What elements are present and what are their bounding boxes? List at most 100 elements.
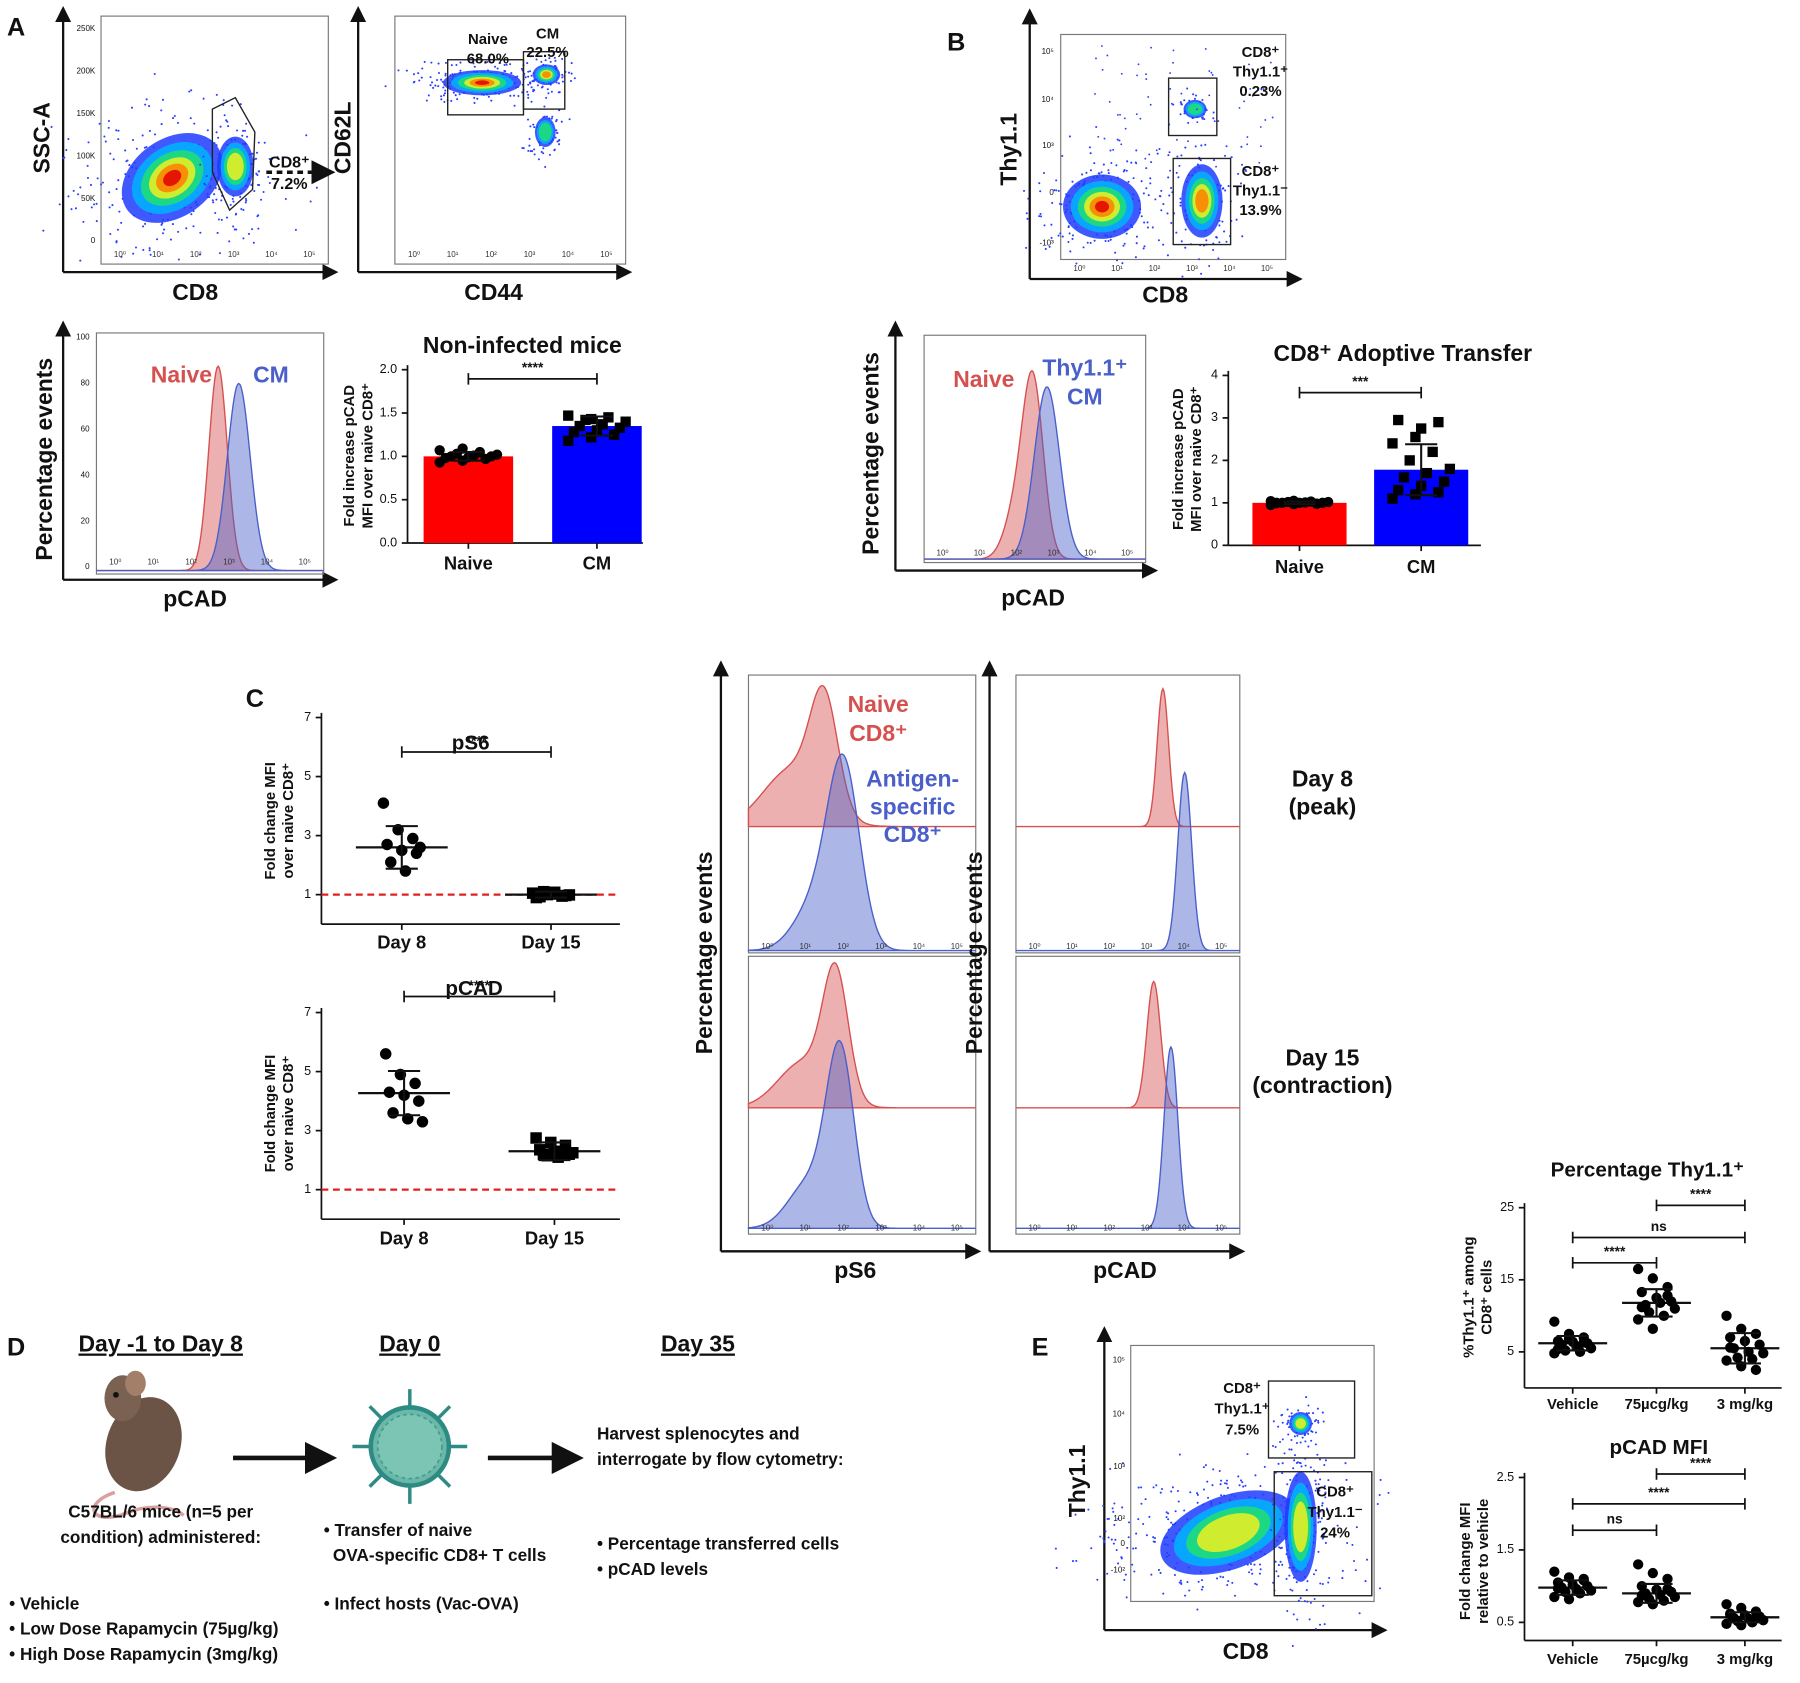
data-point xyxy=(574,420,585,432)
event-dot xyxy=(1317,1550,1320,1553)
event-dot xyxy=(1088,146,1091,149)
event-dot xyxy=(532,123,535,126)
data-point xyxy=(1632,1559,1644,1570)
event-dot xyxy=(215,198,218,201)
event-dot xyxy=(244,197,247,200)
x-tick-label: 10⁰ xyxy=(114,250,126,259)
event-dot xyxy=(219,125,222,128)
data-point xyxy=(1647,1323,1658,1334)
x-tick-label: 10⁵ xyxy=(951,942,963,951)
y-tick-label: 2 xyxy=(1211,453,1218,467)
x-tick-label: 10³ xyxy=(228,250,240,259)
event-dot xyxy=(1086,241,1089,244)
event-dot xyxy=(526,62,529,65)
event-dot xyxy=(527,96,530,99)
event-dot xyxy=(1243,100,1246,103)
x-tick-label: 10² xyxy=(1103,1223,1115,1232)
event-dot xyxy=(1100,45,1103,47)
y-tick-label: 1 xyxy=(304,887,311,901)
event-dot xyxy=(1170,1521,1173,1524)
event-dot xyxy=(125,160,128,163)
event-dot xyxy=(117,129,120,132)
gate-label: CD8⁺ xyxy=(1223,1380,1261,1397)
data-point xyxy=(385,856,397,868)
event-dot xyxy=(1146,221,1149,224)
event-dot xyxy=(444,61,447,64)
event-dot xyxy=(487,95,490,98)
event-dot xyxy=(1068,232,1071,235)
event-dot xyxy=(1167,176,1170,179)
data-point xyxy=(541,1149,553,1162)
data-point xyxy=(530,1132,542,1144)
event-dot xyxy=(1202,1488,1205,1491)
event-dot xyxy=(1026,217,1029,220)
data-point xyxy=(434,445,445,456)
histogram xyxy=(1015,771,1240,952)
event-dot xyxy=(95,202,98,205)
event-dot xyxy=(1296,1618,1299,1621)
event-dot xyxy=(529,125,532,128)
event-dot xyxy=(1140,215,1143,218)
event-dot xyxy=(555,129,558,132)
event-dot xyxy=(1222,187,1225,190)
event-dot xyxy=(1067,240,1070,244)
data-point xyxy=(1549,1566,1560,1577)
event-dot xyxy=(1102,163,1105,166)
event-dot xyxy=(1322,1534,1325,1538)
density-contour xyxy=(475,80,490,85)
event-dot xyxy=(529,82,532,85)
event-dot xyxy=(1233,1594,1237,1597)
data-point xyxy=(1662,1573,1673,1585)
significance-label: **** xyxy=(1690,1187,1712,1202)
event-dot xyxy=(1120,72,1123,75)
event-dot xyxy=(1221,220,1224,223)
event-dot xyxy=(1251,1572,1254,1575)
event-dot xyxy=(444,72,447,75)
event-dot xyxy=(1296,1434,1299,1437)
y-tick-label: 80 xyxy=(81,379,90,388)
event-dot xyxy=(1150,46,1153,49)
event-dot xyxy=(561,76,564,79)
event-dot xyxy=(1220,1494,1223,1497)
panel-letter: E xyxy=(1032,1334,1049,1362)
event-dot xyxy=(430,81,434,84)
event-dot xyxy=(443,92,446,95)
event-dot xyxy=(459,61,462,64)
event-dot xyxy=(1250,1568,1253,1571)
event-dot xyxy=(487,56,490,59)
density-contour xyxy=(1197,1513,1260,1553)
event-dot xyxy=(1238,1484,1241,1487)
event-dot xyxy=(225,216,228,219)
event-dot xyxy=(1310,1439,1313,1442)
event-dot xyxy=(1179,197,1182,200)
event-dot xyxy=(548,153,551,156)
event-dot xyxy=(1085,171,1088,174)
event-dot xyxy=(231,104,234,107)
event-dot xyxy=(1269,61,1272,64)
event-dot xyxy=(115,240,118,243)
event-dot xyxy=(1325,1507,1328,1510)
event-dot xyxy=(569,79,572,82)
error-bar xyxy=(1640,1288,1673,1318)
event-dot xyxy=(1110,161,1113,165)
axis-title: Percentage events xyxy=(31,358,57,561)
step-heading: Day 35 xyxy=(661,1331,735,1357)
event-dot xyxy=(1293,1435,1296,1438)
event-dot xyxy=(103,135,106,138)
data-point xyxy=(1647,1567,1658,1579)
event-dot xyxy=(442,94,445,97)
event-dot xyxy=(145,98,148,101)
event-dot xyxy=(1287,1433,1290,1436)
x-tick-label: 10⁰ xyxy=(936,548,948,557)
event-dot xyxy=(1285,1577,1288,1580)
event-dot xyxy=(1346,1542,1349,1545)
event-dot xyxy=(1286,1483,1289,1486)
event-dot xyxy=(1246,136,1249,138)
event-dot xyxy=(573,77,576,80)
event-dot xyxy=(115,129,118,132)
event-dot xyxy=(1317,1483,1320,1486)
event-dot xyxy=(1318,1623,1322,1626)
event-dot xyxy=(177,258,180,261)
event-dot xyxy=(1059,232,1062,235)
